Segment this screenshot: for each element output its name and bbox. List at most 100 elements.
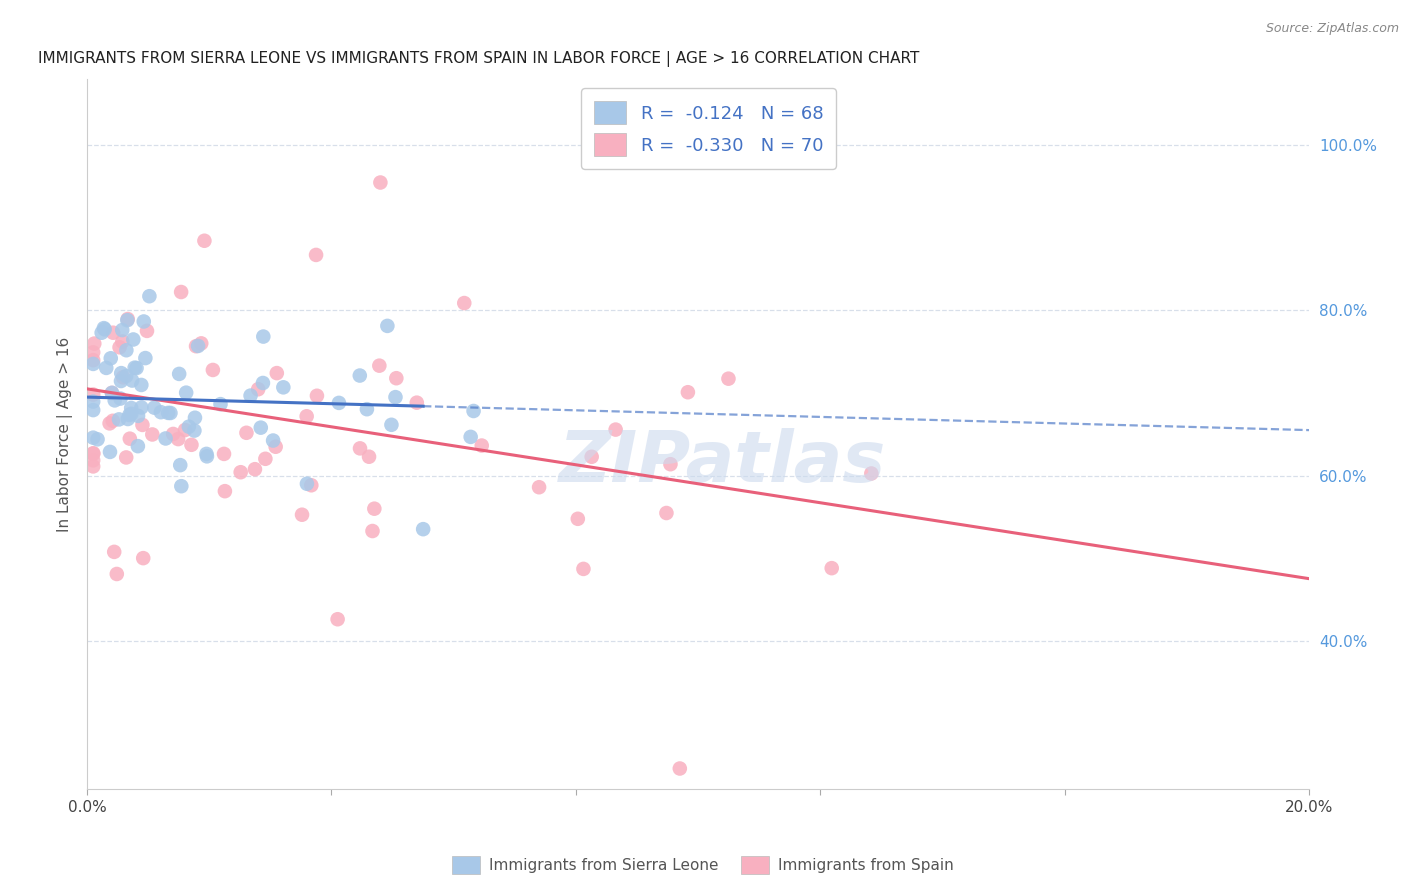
Point — [83, 336, 105, 351]
Point — [82, 394, 104, 409]
Point — [349, 442, 371, 456]
Point — [110, 392, 132, 406]
Point — [105, 566, 128, 581]
Point — [184, 339, 207, 353]
Point — [243, 462, 266, 476]
Point — [132, 551, 155, 566]
Point — [117, 313, 139, 327]
Point — [169, 458, 191, 472]
Point — [82, 447, 104, 461]
Point — [385, 371, 408, 385]
Point — [471, 439, 494, 453]
Point — [110, 374, 132, 388]
Point — [572, 562, 595, 576]
Point — [305, 248, 328, 262]
Point — [380, 417, 402, 432]
Text: IMMIGRANTS FROM SIERRA LEONE VS IMMIGRANTS FROM SPAIN IN LABOR FORCE | AGE > 16 : IMMIGRANTS FROM SIERRA LEONE VS IMMIGRAN… — [38, 51, 920, 67]
Point — [103, 545, 125, 559]
Point — [405, 395, 427, 409]
Point — [460, 430, 482, 444]
Point — [187, 339, 209, 353]
Point — [138, 289, 160, 303]
Point — [195, 447, 218, 461]
Point — [127, 439, 149, 453]
Point — [326, 612, 349, 626]
Point — [120, 407, 142, 421]
Point — [118, 432, 141, 446]
Point — [717, 372, 740, 386]
Point — [120, 401, 142, 415]
Point — [264, 440, 287, 454]
Point — [117, 312, 139, 326]
Point — [252, 329, 274, 343]
Point — [266, 366, 288, 380]
Point — [86, 433, 108, 447]
Point — [170, 285, 193, 299]
Point — [214, 484, 236, 499]
Point — [167, 367, 190, 381]
Point — [170, 479, 193, 493]
Point — [190, 336, 212, 351]
Point — [676, 385, 699, 400]
Point — [195, 450, 218, 464]
Point — [463, 404, 485, 418]
Point — [82, 403, 104, 417]
Point — [357, 450, 380, 464]
Point — [82, 453, 104, 467]
Point — [82, 446, 104, 460]
Point — [155, 432, 177, 446]
Point — [108, 412, 131, 426]
Point — [174, 385, 197, 400]
Point — [295, 409, 318, 424]
Point — [235, 425, 257, 440]
Point — [82, 345, 104, 359]
Point — [96, 360, 118, 375]
Point — [82, 353, 104, 368]
Text: ZIPatlas: ZIPatlas — [560, 428, 886, 497]
Point — [93, 321, 115, 335]
Point — [111, 334, 134, 349]
Point — [131, 417, 153, 432]
Point — [157, 406, 180, 420]
Point — [122, 333, 145, 347]
Point — [821, 561, 844, 575]
Point — [239, 388, 262, 402]
Point — [111, 323, 134, 337]
Point — [98, 417, 121, 431]
Point — [183, 424, 205, 438]
Point — [117, 412, 139, 426]
Point — [115, 369, 138, 384]
Point — [131, 401, 153, 415]
Point — [377, 318, 399, 333]
Point — [132, 314, 155, 328]
Point — [262, 434, 284, 448]
Point — [254, 451, 277, 466]
Point — [229, 465, 252, 479]
Point — [90, 326, 112, 340]
Point — [860, 467, 883, 481]
Point — [108, 340, 131, 354]
Point — [143, 401, 166, 415]
Point — [82, 431, 104, 445]
Point — [101, 326, 124, 340]
Point — [82, 459, 104, 474]
Point — [669, 762, 692, 776]
Point — [159, 406, 181, 420]
Point — [252, 376, 274, 390]
Point — [101, 414, 124, 428]
Point — [134, 351, 156, 365]
Point — [124, 360, 146, 375]
Legend: R =  -0.124   N = 68, R =  -0.330   N = 70: R = -0.124 N = 68, R = -0.330 N = 70 — [581, 88, 835, 169]
Point — [112, 370, 135, 384]
Point — [115, 450, 138, 465]
Point — [101, 385, 124, 400]
Point — [567, 512, 589, 526]
Point — [209, 397, 232, 411]
Point — [273, 380, 295, 394]
Point — [247, 382, 270, 396]
Point — [328, 396, 350, 410]
Point — [295, 476, 318, 491]
Point — [249, 420, 271, 434]
Legend: Immigrants from Sierra Leone, Immigrants from Spain: Immigrants from Sierra Leone, Immigrants… — [446, 850, 960, 880]
Point — [361, 524, 384, 538]
